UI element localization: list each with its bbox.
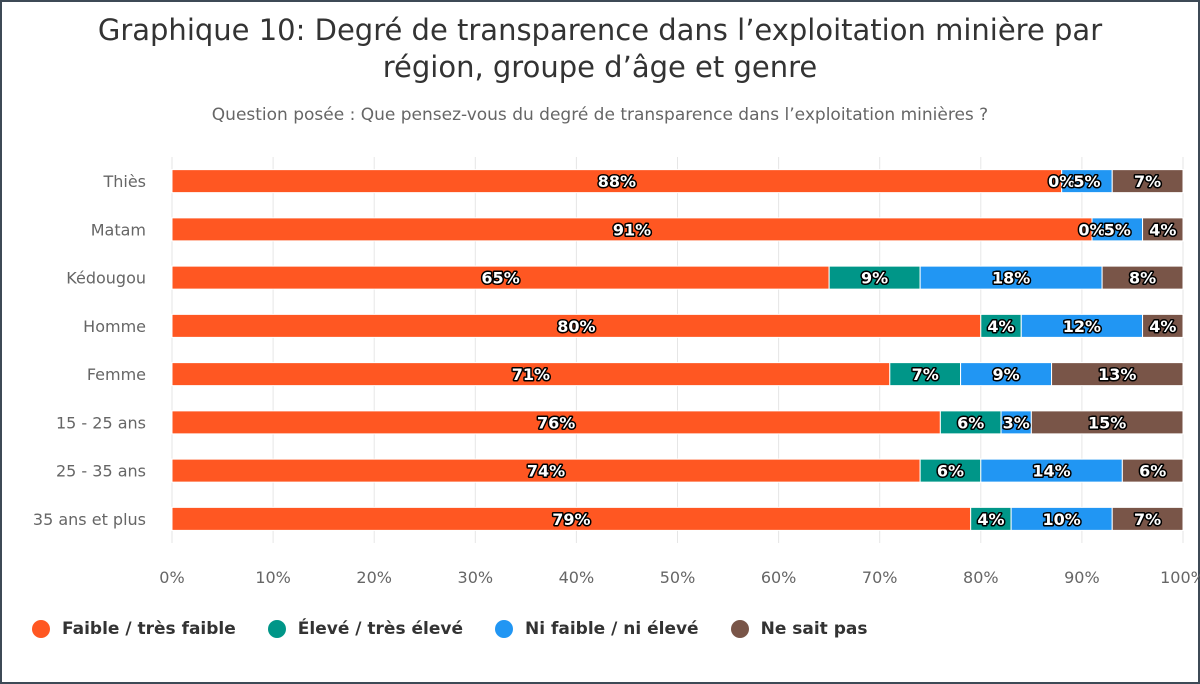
- y-category-label: Homme: [83, 317, 146, 336]
- data-label: 4%: [1149, 220, 1176, 239]
- data-label: 14%: [1032, 462, 1070, 481]
- data-label: 6%: [1139, 462, 1166, 481]
- data-label: 8%: [1129, 269, 1156, 288]
- data-label: 6%: [957, 413, 984, 432]
- y-category-label: Matam: [91, 220, 146, 239]
- x-tick-label: 40%: [559, 568, 595, 587]
- bar-segment: [1142, 217, 1184, 242]
- y-category-label: 25 - 35 ans: [56, 462, 146, 481]
- data-label: 9%: [861, 269, 888, 288]
- data-label: 4%: [1149, 317, 1176, 336]
- chart-title-line2: région, groupe d’âge et genre: [382, 50, 818, 84]
- data-label: 76%: [537, 413, 575, 432]
- x-tick-label: 30%: [458, 568, 494, 587]
- legend-item-ne-sait-pas[interactable]: Ne sait pas: [730, 619, 868, 639]
- x-tick-label: 50%: [660, 568, 696, 587]
- legend-item-faible[interactable]: Faible / très faible: [32, 619, 236, 639]
- bar-segment: [1121, 458, 1184, 483]
- data-label: 3%: [1003, 413, 1030, 432]
- data-label: 12%: [1063, 317, 1101, 336]
- data-label: 7%: [912, 365, 939, 384]
- data-label: 0%: [1048, 172, 1075, 191]
- x-tick-label: 80%: [963, 568, 999, 587]
- x-tick-label: 0%: [159, 568, 184, 587]
- legend-dot-ni-faible-ni-eleve: [495, 620, 513, 638]
- x-tick-label: 60%: [761, 568, 797, 587]
- data-label: 6%: [937, 462, 964, 481]
- data-label: 10%: [1043, 510, 1081, 529]
- bar-segment: [1111, 169, 1184, 194]
- legend-dot-eleve: [267, 620, 286, 638]
- data-label: 7%: [1134, 510, 1161, 529]
- x-tick-label: 10%: [255, 568, 291, 587]
- chart-title: Graphique 10: Degré de transparence dans…: [0, 12, 1200, 86]
- x-tick-label: 20%: [356, 568, 392, 587]
- x-tick-label: 70%: [862, 568, 898, 587]
- data-label: 4%: [977, 510, 1004, 529]
- bar-segment: [1142, 313, 1184, 338]
- data-label: 74%: [527, 462, 565, 481]
- y-category-label: 15 - 25 ans: [56, 413, 146, 432]
- bar-segment: [1101, 265, 1184, 290]
- x-tick-label: 90%: [1064, 568, 1100, 587]
- legend-dot-faible: [32, 620, 50, 638]
- bar-segment: [1111, 506, 1184, 531]
- bar-segment: [1030, 410, 1184, 435]
- data-label: 5%: [1104, 220, 1131, 239]
- data-label: 4%: [987, 317, 1014, 336]
- data-label: 9%: [992, 365, 1019, 384]
- legend-label-ne-sait-pas: Ne sait pas: [760, 619, 868, 639]
- data-label: 5%: [1073, 172, 1100, 191]
- data-label: 13%: [1098, 365, 1136, 384]
- legend: Faible / très faible Élevé / très élevé …: [32, 619, 900, 639]
- data-label: 80%: [557, 317, 595, 336]
- data-label: 7%: [1134, 172, 1161, 191]
- data-label: 18%: [992, 269, 1030, 288]
- data-label: 71%: [512, 365, 550, 384]
- legend-item-eleve[interactable]: Élevé / très élevé: [267, 619, 463, 639]
- bar-segment: [1051, 362, 1184, 387]
- data-label: 0%: [1078, 220, 1105, 239]
- data-label: 15%: [1088, 413, 1126, 432]
- legend-label-faible: Faible / très faible: [62, 619, 236, 639]
- legend-label-eleve: Élevé / très élevé: [297, 619, 463, 639]
- x-tick-label: 100%: [1160, 568, 1200, 587]
- legend-item-ni-faible-ni-eleve[interactable]: Ni faible / ni élevé: [495, 619, 699, 639]
- chart-subtitle: Question posée : Que pensez-vous du degr…: [211, 105, 989, 125]
- data-label: 88%: [598, 172, 636, 191]
- legend-label-ni-faible-ni-eleve: Ni faible / ni élevé: [525, 619, 699, 639]
- data-label: 65%: [481, 269, 519, 288]
- y-category-label: Thiès: [102, 172, 146, 191]
- legend-dot-ne-sait-pas: [730, 620, 749, 638]
- data-label: 91%: [613, 220, 651, 239]
- y-category-label: Femme: [87, 365, 146, 384]
- data-label: 79%: [552, 510, 590, 529]
- y-category-label: Kédougou: [66, 269, 146, 288]
- y-category-label: 35 ans et plus: [33, 510, 146, 529]
- chart-title-line1: Graphique 10: Degré de transparence dans…: [97, 13, 1103, 47]
